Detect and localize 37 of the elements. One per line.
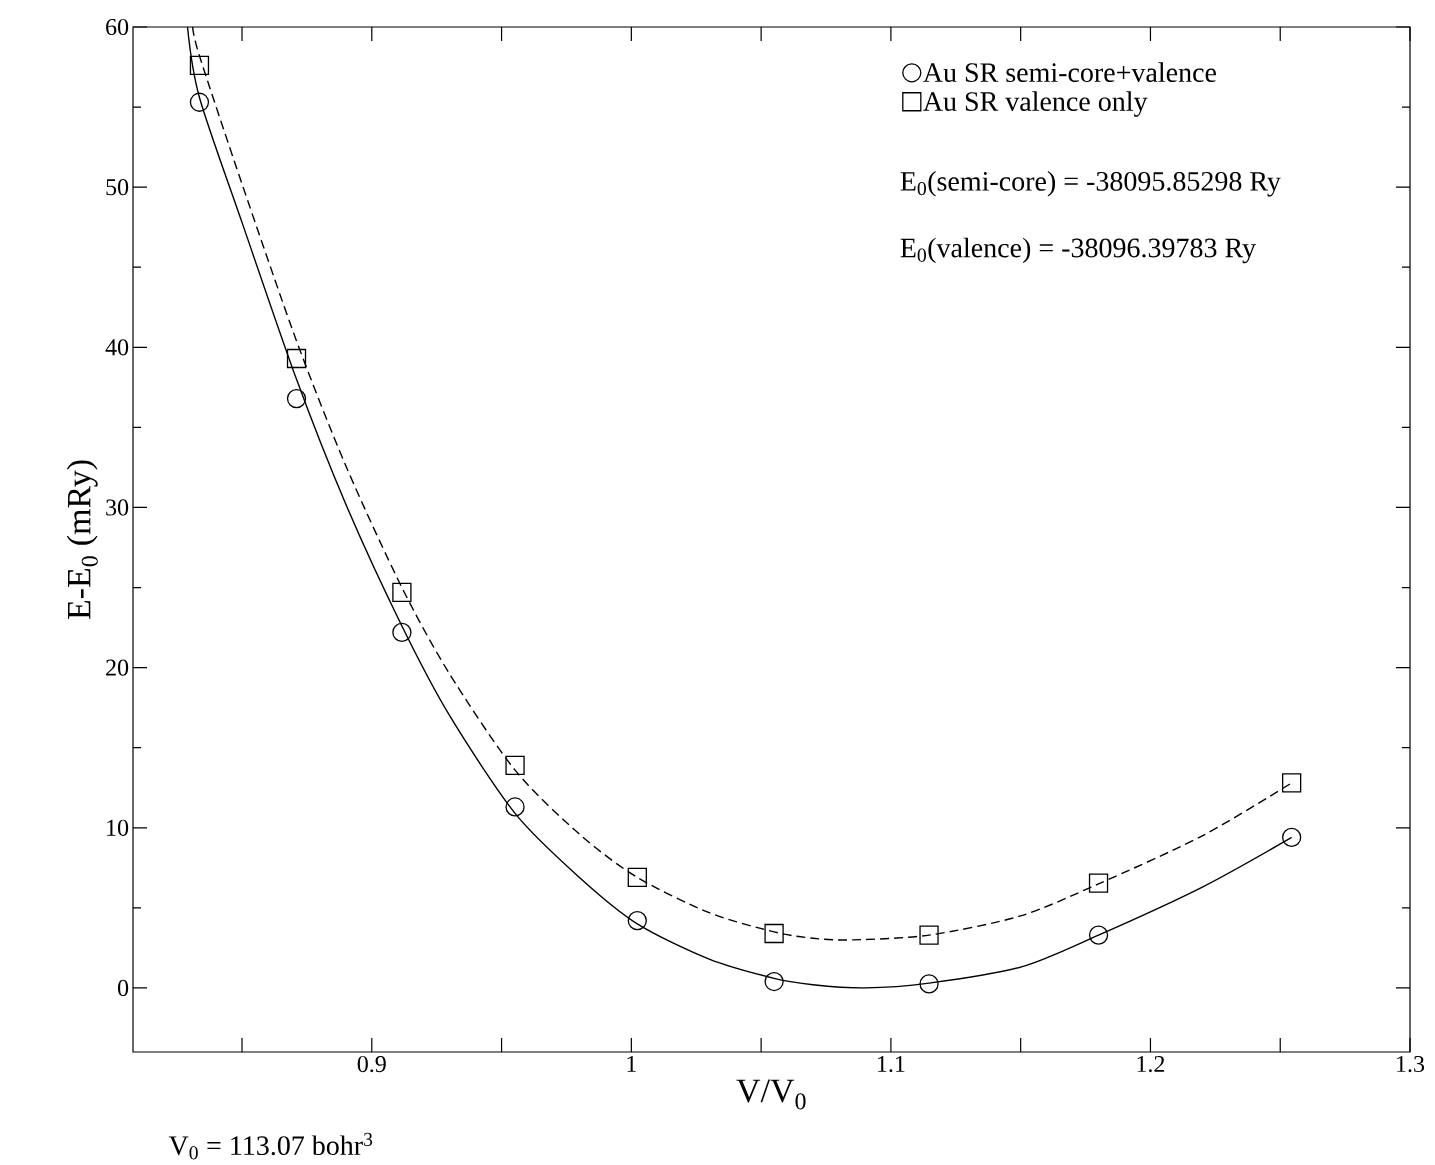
- x-tick-label: 1.1: [878, 1055, 905, 1073]
- point: [919, 925, 939, 945]
- legend-label: Au SR valence only: [923, 91, 1148, 117]
- point: [1088, 925, 1109, 945]
- point: [764, 923, 784, 944]
- y-tick-label: 60: [106, 18, 129, 36]
- point: [627, 911, 647, 931]
- y-tick-label: 40: [105, 339, 129, 356]
- point: [286, 388, 307, 409]
- point: [1282, 827, 1302, 848]
- x-tick-label: 1.3: [1397, 1055, 1425, 1073]
- point: [1282, 773, 1302, 793]
- x-tick-label: 1: [627, 1055, 636, 1072]
- point: [627, 867, 647, 888]
- y-tick-label: 50: [106, 179, 129, 196]
- y-tick-label: 10: [107, 819, 129, 836]
- x-tick-label: 0.9: [357, 1055, 386, 1073]
- x-tick-label: 1.2: [1137, 1055, 1165, 1073]
- point: [392, 622, 412, 643]
- text: V$_{0}$ = 113.07 bohr$^{3}$: [168, 1132, 373, 1160]
- point: [189, 92, 210, 112]
- point: [392, 582, 412, 602]
- point: [189, 55, 210, 76]
- y-axis-title: E-E$_{0}$ (mRy): [66, 460, 98, 620]
- y-tick-label: 0: [117, 979, 129, 997]
- point: [286, 348, 307, 369]
- point: [505, 797, 525, 817]
- x-axis-title: V/V$_{0}$: [736, 1079, 806, 1110]
- legend-label: Au SR semi-core+valence: [923, 62, 1216, 83]
- point: [505, 755, 525, 775]
- annotation: E$_{0}$(semi-core) = -38095.85298 Ry: [900, 171, 1281, 197]
- point: [764, 971, 784, 992]
- point: [1088, 873, 1109, 893]
- annotation: E$_{0}$(valence) = -38096.39783 Ry: [900, 237, 1256, 264]
- y-tick-label: 20: [106, 659, 129, 676]
- point: [919, 974, 939, 994]
- y-tick-label: 30: [106, 499, 129, 516]
